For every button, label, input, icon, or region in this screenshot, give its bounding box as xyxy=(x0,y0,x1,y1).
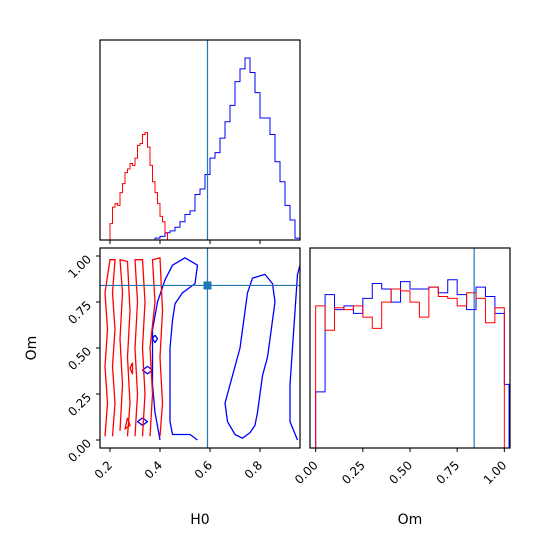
h0-histogram-xticks xyxy=(109,240,261,244)
panel-h0-om-contour: 0.2 0.4 0.6 0.8 0.00 0.25 0.50 0.75 1.00 H0 Om xyxy=(24,247,301,528)
blue-histogram-line xyxy=(100,57,300,240)
blue-contour-line xyxy=(151,334,159,344)
om-tick-label: 0.25 xyxy=(65,390,94,419)
red-contour-line xyxy=(129,362,134,375)
h0-histogram-content xyxy=(100,40,300,240)
om-tick-label: 0.75 xyxy=(65,298,94,327)
om-histogram-content xyxy=(315,248,510,448)
h0-tick-label: 0.4 xyxy=(142,458,165,481)
red-contour-line xyxy=(134,259,146,437)
red-histogram-line xyxy=(315,286,510,448)
om-y-axis-label: Om xyxy=(24,336,40,361)
blue-contour-line xyxy=(224,273,276,439)
h0-tick-label: 0.2 xyxy=(92,458,115,481)
contour-yticks: 0.00 0.25 0.50 0.75 1.00 xyxy=(65,252,100,465)
om-tick-label: 0.00 xyxy=(65,436,94,465)
h0-tick-label: 0.8 xyxy=(242,458,265,481)
om-histogram-xticks: 0.00 0.25 0.50 0.75 1.00 xyxy=(292,448,509,487)
om-tick-label: 0.50 xyxy=(386,458,415,487)
h0-axis-label: H0 xyxy=(190,512,209,528)
h0-tick-label: 0.6 xyxy=(192,458,215,481)
blue-histogram-line xyxy=(315,279,510,448)
truth-marker xyxy=(203,281,212,290)
red-contour-line xyxy=(149,257,164,437)
h0-histogram-frame xyxy=(99,39,301,241)
om-tick-label: 0.25 xyxy=(339,458,368,487)
om-tick-label: 1.00 xyxy=(65,252,94,281)
red-contour-line xyxy=(119,259,131,437)
om-tick-label: 1.00 xyxy=(481,458,510,487)
blue-contour-line xyxy=(151,257,199,441)
contour-frame xyxy=(99,247,301,449)
red-contour-line xyxy=(104,259,116,437)
panel-h0-histogram xyxy=(99,39,301,244)
contour-content xyxy=(100,248,300,448)
blue-contour-line xyxy=(289,265,300,441)
om-x-axis-label: Om xyxy=(398,512,423,528)
om-histogram-frame xyxy=(309,247,511,449)
contour-xticks: 0.2 0.4 0.6 0.8 xyxy=(92,448,265,482)
panel-om-histogram: 0.00 0.25 0.50 0.75 1.00 Om xyxy=(292,247,511,528)
red-contour-line xyxy=(124,417,131,430)
om-tick-label: 0.50 xyxy=(65,344,94,373)
red-histogram-line xyxy=(109,132,168,240)
om-tick-label: 0.75 xyxy=(433,458,462,487)
blue-contour-line xyxy=(136,417,149,426)
om-tick-label: 0.00 xyxy=(292,458,321,487)
